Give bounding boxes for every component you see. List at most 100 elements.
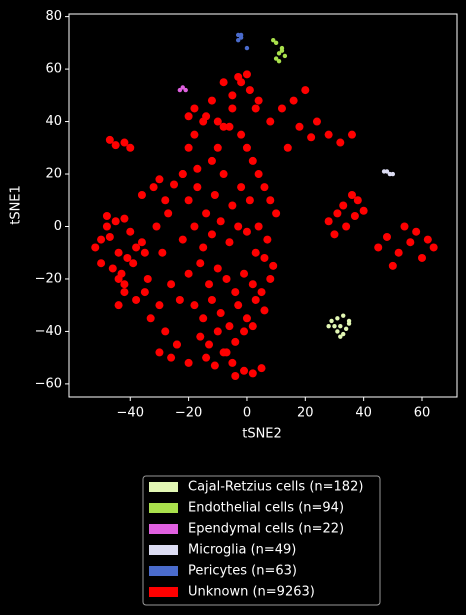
- legend-swatch: [149, 524, 178, 534]
- point: [120, 214, 129, 223]
- point: [359, 206, 368, 215]
- point: [342, 222, 351, 231]
- point: [394, 248, 403, 257]
- point: [126, 143, 135, 152]
- point: [91, 243, 100, 252]
- point: [347, 191, 356, 200]
- point: [183, 87, 188, 93]
- point: [105, 135, 114, 144]
- point: [333, 209, 342, 218]
- point: [329, 318, 334, 324]
- legend-swatch: [149, 566, 178, 576]
- point: [260, 306, 269, 315]
- point: [180, 85, 185, 90]
- point: [384, 169, 390, 174]
- point: [238, 32, 244, 38]
- point: [216, 309, 225, 318]
- point: [412, 227, 421, 236]
- point: [242, 314, 251, 323]
- point: [129, 259, 138, 268]
- point: [216, 217, 225, 226]
- point: [111, 217, 120, 226]
- point: [346, 321, 352, 326]
- point: [341, 313, 346, 318]
- point: [240, 269, 249, 278]
- point: [202, 112, 211, 121]
- point: [202, 353, 211, 362]
- point: [269, 261, 278, 270]
- point: [251, 248, 260, 257]
- point: [242, 143, 251, 152]
- point: [276, 51, 282, 56]
- legend-label: Unknown (n=9263): [188, 585, 315, 600]
- point: [335, 316, 340, 321]
- point: [228, 104, 237, 113]
- point: [167, 353, 176, 362]
- point: [273, 40, 279, 46]
- point: [146, 314, 155, 323]
- point: [219, 170, 228, 179]
- point: [123, 253, 132, 262]
- point: [170, 180, 179, 189]
- point: [338, 323, 343, 329]
- point: [225, 238, 234, 247]
- point: [234, 222, 243, 231]
- point: [260, 253, 269, 262]
- point: [126, 227, 135, 236]
- point: [257, 364, 266, 373]
- legend-swatch: [149, 482, 178, 492]
- point: [330, 230, 339, 239]
- point: [172, 340, 181, 349]
- point: [312, 117, 321, 126]
- point: [301, 86, 310, 95]
- point: [152, 222, 161, 231]
- point: [132, 295, 141, 304]
- point: [114, 248, 123, 257]
- point: [199, 314, 208, 323]
- point: [120, 288, 129, 297]
- point: [140, 248, 149, 257]
- point: [222, 274, 231, 283]
- legend-box: [142, 475, 381, 606]
- y-tick-label: 20: [45, 167, 62, 182]
- y-tick-label: 80: [45, 9, 62, 24]
- point: [237, 183, 246, 192]
- point: [190, 104, 199, 113]
- point: [248, 280, 257, 289]
- point: [240, 366, 249, 375]
- point: [283, 143, 292, 152]
- point: [276, 59, 282, 64]
- point: [190, 301, 199, 310]
- point: [193, 183, 202, 192]
- point: [335, 329, 340, 334]
- point: [326, 323, 331, 329]
- point: [143, 274, 152, 283]
- point: [196, 259, 205, 268]
- point: [353, 196, 362, 205]
- point: [339, 201, 348, 210]
- point: [228, 91, 237, 100]
- point: [242, 227, 251, 236]
- point: [184, 358, 193, 367]
- point: [111, 141, 120, 150]
- legend-swatch: [149, 545, 178, 555]
- point: [175, 295, 184, 304]
- plot-area: [91, 32, 438, 381]
- point: [102, 222, 111, 231]
- y-tick-label: −40: [35, 324, 62, 339]
- point: [164, 209, 173, 218]
- point: [219, 348, 228, 357]
- point: [234, 301, 243, 310]
- point: [210, 361, 219, 370]
- point: [374, 243, 383, 252]
- point: [324, 217, 333, 226]
- point: [254, 222, 263, 231]
- point: [167, 280, 176, 289]
- point: [137, 191, 146, 200]
- point: [114, 274, 123, 283]
- point: [225, 122, 234, 131]
- point: [231, 288, 240, 297]
- point: [248, 322, 257, 331]
- point: [266, 117, 275, 126]
- point: [260, 183, 269, 192]
